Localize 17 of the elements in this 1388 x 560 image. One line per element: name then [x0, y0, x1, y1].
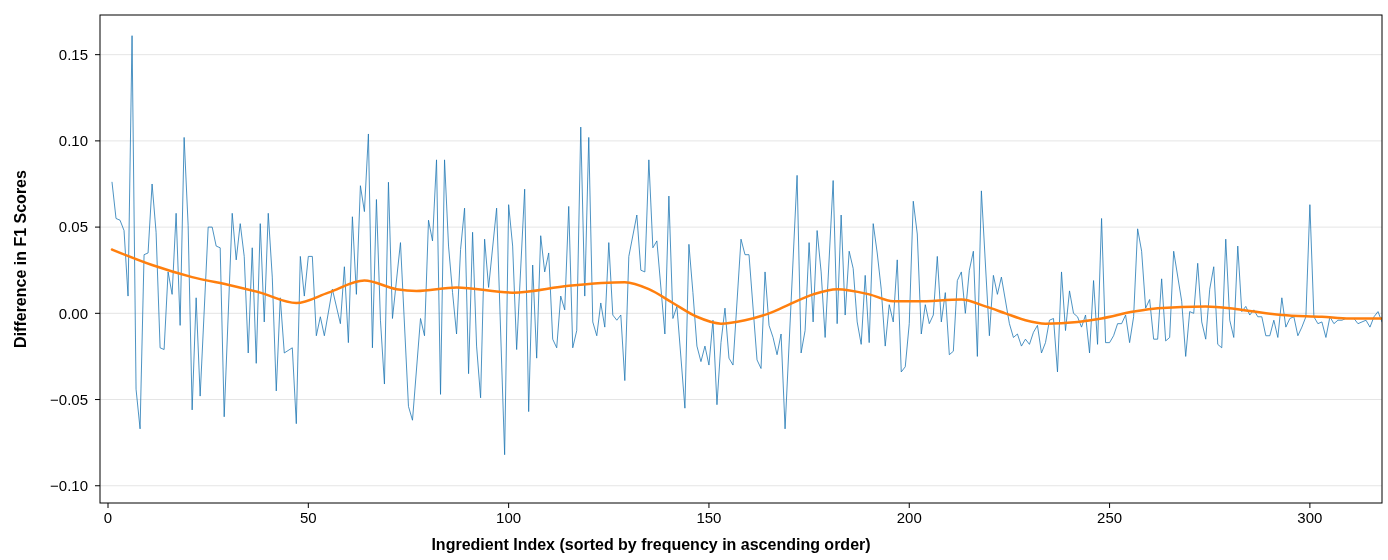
y-tick-label: 0.10: [58, 132, 88, 150]
y-tick-label: 0.15: [58, 45, 88, 63]
y-tick-label: −0.10: [50, 477, 88, 495]
x-tick-label: 200: [896, 509, 922, 526]
x-tick-label: 0: [103, 509, 113, 526]
x-tick-label: 100: [496, 509, 522, 526]
y-tick-label: 0.00: [58, 304, 88, 322]
x-tick-label: 150: [696, 509, 722, 526]
line-series: [111, 35, 1382, 456]
y-tick-label: 0.05: [58, 218, 88, 236]
x-axis-title: Ingredient Index (sorted by frequency in ascending order): [431, 536, 871, 553]
y-tick-label: −0.05: [50, 390, 88, 408]
x-tick-label: 50: [299, 509, 317, 526]
y-axis-title: Difference in F1 Scores: [12, 169, 29, 348]
x-tick-label: 250: [1097, 509, 1123, 526]
x-tick-label: 300: [1297, 509, 1323, 526]
line-series: [110, 248, 1382, 325]
